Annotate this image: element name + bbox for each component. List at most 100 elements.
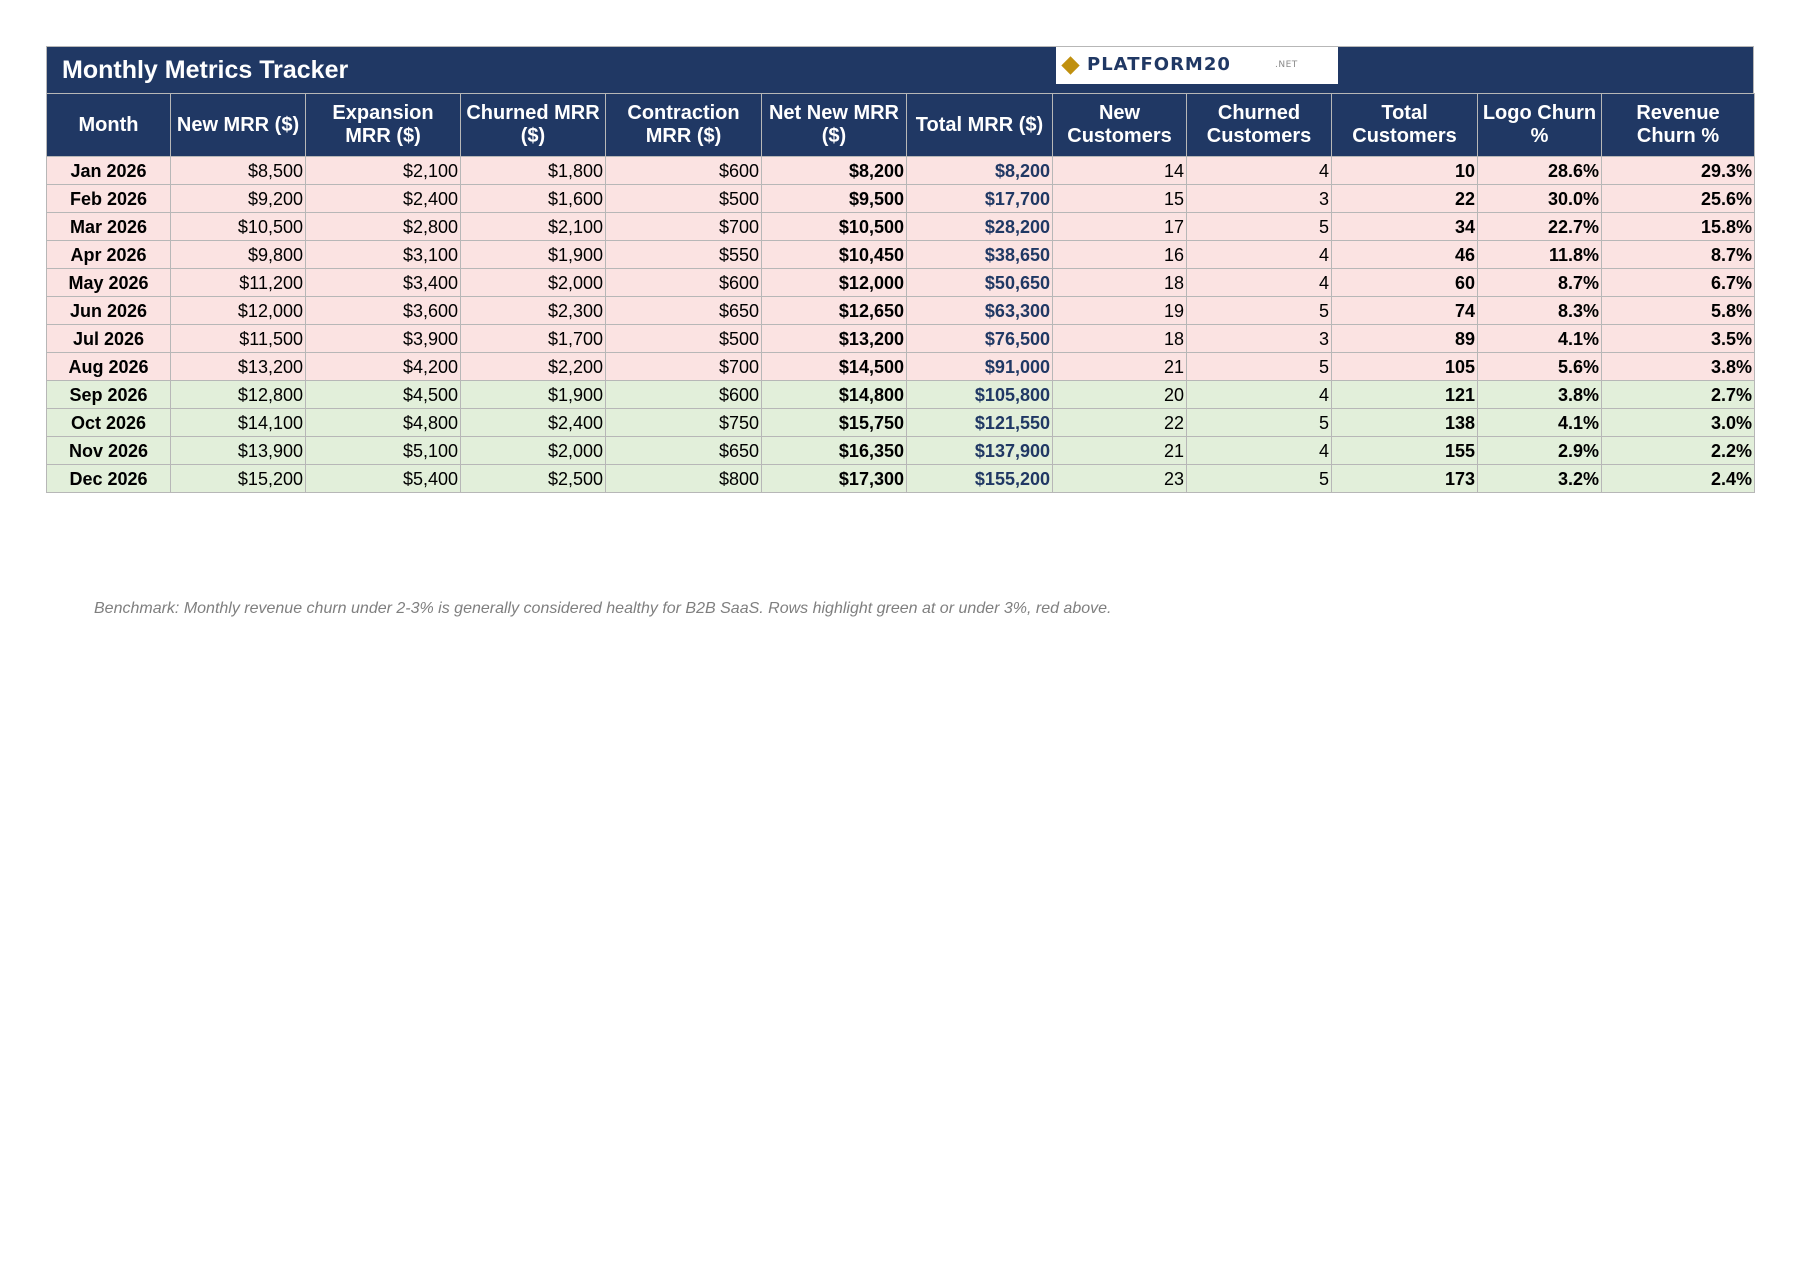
- cell-churned-customers[interactable]: 3: [1186, 324, 1332, 353]
- cell-contraction-mrr[interactable]: $800: [605, 464, 762, 493]
- column-header[interactable]: New Customers: [1052, 93, 1187, 157]
- cell-new-mrr[interactable]: $9,200: [170, 184, 306, 213]
- cell-contraction-mrr[interactable]: $600: [605, 156, 762, 185]
- cell-churned-mrr[interactable]: $2,000: [460, 268, 606, 297]
- cell-new-customers[interactable]: 17: [1052, 212, 1187, 241]
- cell-new-mrr[interactable]: $13,900: [170, 436, 306, 465]
- cell-month[interactable]: Aug 2026: [46, 352, 171, 381]
- cell-churned-customers[interactable]: 4: [1186, 156, 1332, 185]
- cell-total-customers[interactable]: 155: [1331, 436, 1478, 465]
- cell-churned-customers[interactable]: 5: [1186, 352, 1332, 381]
- cell-month[interactable]: Dec 2026: [46, 464, 171, 493]
- cell-net-new-mrr[interactable]: $8,200: [761, 156, 907, 185]
- cell-revenue-churn[interactable]: 2.2%: [1601, 436, 1755, 465]
- cell-logo-churn[interactable]: 3.8%: [1477, 380, 1602, 409]
- cell-new-customers[interactable]: 21: [1052, 352, 1187, 381]
- cell-new-mrr[interactable]: $9,800: [170, 240, 306, 269]
- cell-expansion-mrr[interactable]: $3,600: [305, 296, 461, 325]
- column-header[interactable]: New MRR ($): [170, 93, 306, 157]
- cell-total-mrr[interactable]: $8,200: [906, 156, 1053, 185]
- cell-logo-churn[interactable]: 8.7%: [1477, 268, 1602, 297]
- cell-month[interactable]: Jun 2026: [46, 296, 171, 325]
- cell-new-customers[interactable]: 15: [1052, 184, 1187, 213]
- cell-revenue-churn[interactable]: 3.5%: [1601, 324, 1755, 353]
- cell-net-new-mrr[interactable]: $14,500: [761, 352, 907, 381]
- cell-total-mrr[interactable]: $137,900: [906, 436, 1053, 465]
- cell-contraction-mrr[interactable]: $600: [605, 268, 762, 297]
- cell-revenue-churn[interactable]: 6.7%: [1601, 268, 1755, 297]
- cell-new-customers[interactable]: 16: [1052, 240, 1187, 269]
- cell-revenue-churn[interactable]: 5.8%: [1601, 296, 1755, 325]
- cell-month[interactable]: Jan 2026: [46, 156, 171, 185]
- cell-churned-mrr[interactable]: $1,900: [460, 240, 606, 269]
- cell-churned-mrr[interactable]: $2,500: [460, 464, 606, 493]
- cell-total-mrr[interactable]: $38,650: [906, 240, 1053, 269]
- cell-total-customers[interactable]: 121: [1331, 380, 1478, 409]
- cell-expansion-mrr[interactable]: $2,800: [305, 212, 461, 241]
- cell-churned-mrr[interactable]: $2,400: [460, 408, 606, 437]
- cell-total-mrr[interactable]: $17,700: [906, 184, 1053, 213]
- cell-month[interactable]: Mar 2026: [46, 212, 171, 241]
- cell-new-customers[interactable]: 22: [1052, 408, 1187, 437]
- cell-month[interactable]: May 2026: [46, 268, 171, 297]
- cell-logo-churn[interactable]: 5.6%: [1477, 352, 1602, 381]
- cell-new-mrr[interactable]: $12,000: [170, 296, 306, 325]
- cell-revenue-churn[interactable]: 3.8%: [1601, 352, 1755, 381]
- cell-total-customers[interactable]: 173: [1331, 464, 1478, 493]
- cell-churned-mrr[interactable]: $2,000: [460, 436, 606, 465]
- cell-total-mrr[interactable]: $105,800: [906, 380, 1053, 409]
- cell-net-new-mrr[interactable]: $10,450: [761, 240, 907, 269]
- cell-total-customers[interactable]: 74: [1331, 296, 1478, 325]
- cell-expansion-mrr[interactable]: $4,500: [305, 380, 461, 409]
- cell-expansion-mrr[interactable]: $2,400: [305, 184, 461, 213]
- cell-churned-customers[interactable]: 3: [1186, 184, 1332, 213]
- cell-contraction-mrr[interactable]: $500: [605, 184, 762, 213]
- cell-net-new-mrr[interactable]: $14,800: [761, 380, 907, 409]
- cell-month[interactable]: Sep 2026: [46, 380, 171, 409]
- cell-new-mrr[interactable]: $12,800: [170, 380, 306, 409]
- cell-total-mrr[interactable]: $50,650: [906, 268, 1053, 297]
- cell-total-customers[interactable]: 138: [1331, 408, 1478, 437]
- cell-net-new-mrr[interactable]: $12,000: [761, 268, 907, 297]
- cell-total-mrr[interactable]: $121,550: [906, 408, 1053, 437]
- cell-new-customers[interactable]: 14: [1052, 156, 1187, 185]
- cell-revenue-churn[interactable]: 3.0%: [1601, 408, 1755, 437]
- cell-revenue-churn[interactable]: 2.4%: [1601, 464, 1755, 493]
- cell-logo-churn[interactable]: 4.1%: [1477, 324, 1602, 353]
- cell-total-mrr[interactable]: $155,200: [906, 464, 1053, 493]
- cell-churned-customers[interactable]: 5: [1186, 464, 1332, 493]
- cell-revenue-churn[interactable]: 15.8%: [1601, 212, 1755, 241]
- cell-total-customers[interactable]: 34: [1331, 212, 1478, 241]
- cell-new-customers[interactable]: 21: [1052, 436, 1187, 465]
- cell-revenue-churn[interactable]: 8.7%: [1601, 240, 1755, 269]
- cell-contraction-mrr[interactable]: $650: [605, 436, 762, 465]
- column-header[interactable]: Contraction MRR ($): [605, 93, 762, 157]
- column-header[interactable]: Month: [46, 93, 171, 157]
- column-header[interactable]: Total MRR ($): [906, 93, 1053, 157]
- column-header[interactable]: Churned MRR ($): [460, 93, 606, 157]
- cell-month[interactable]: Feb 2026: [46, 184, 171, 213]
- cell-month[interactable]: Apr 2026: [46, 240, 171, 269]
- cell-total-mrr[interactable]: $76,500: [906, 324, 1053, 353]
- cell-new-customers[interactable]: 23: [1052, 464, 1187, 493]
- cell-new-mrr[interactable]: $14,100: [170, 408, 306, 437]
- cell-revenue-churn[interactable]: 2.7%: [1601, 380, 1755, 409]
- cell-net-new-mrr[interactable]: $13,200: [761, 324, 907, 353]
- column-header[interactable]: Churned Customers: [1186, 93, 1332, 157]
- cell-new-mrr[interactable]: $10,500: [170, 212, 306, 241]
- cell-total-customers[interactable]: 22: [1331, 184, 1478, 213]
- cell-churned-mrr[interactable]: $2,100: [460, 212, 606, 241]
- cell-churned-customers[interactable]: 5: [1186, 408, 1332, 437]
- cell-revenue-churn[interactable]: 29.3%: [1601, 156, 1755, 185]
- column-header[interactable]: Total Customers: [1331, 93, 1478, 157]
- cell-total-customers[interactable]: 105: [1331, 352, 1478, 381]
- column-header[interactable]: Revenue Churn %: [1601, 93, 1755, 157]
- cell-net-new-mrr[interactable]: $15,750: [761, 408, 907, 437]
- cell-expansion-mrr[interactable]: $4,200: [305, 352, 461, 381]
- cell-month[interactable]: Jul 2026: [46, 324, 171, 353]
- cell-new-mrr[interactable]: $8,500: [170, 156, 306, 185]
- cell-logo-churn[interactable]: 8.3%: [1477, 296, 1602, 325]
- cell-expansion-mrr[interactable]: $3,100: [305, 240, 461, 269]
- cell-contraction-mrr[interactable]: $650: [605, 296, 762, 325]
- cell-net-new-mrr[interactable]: $17,300: [761, 464, 907, 493]
